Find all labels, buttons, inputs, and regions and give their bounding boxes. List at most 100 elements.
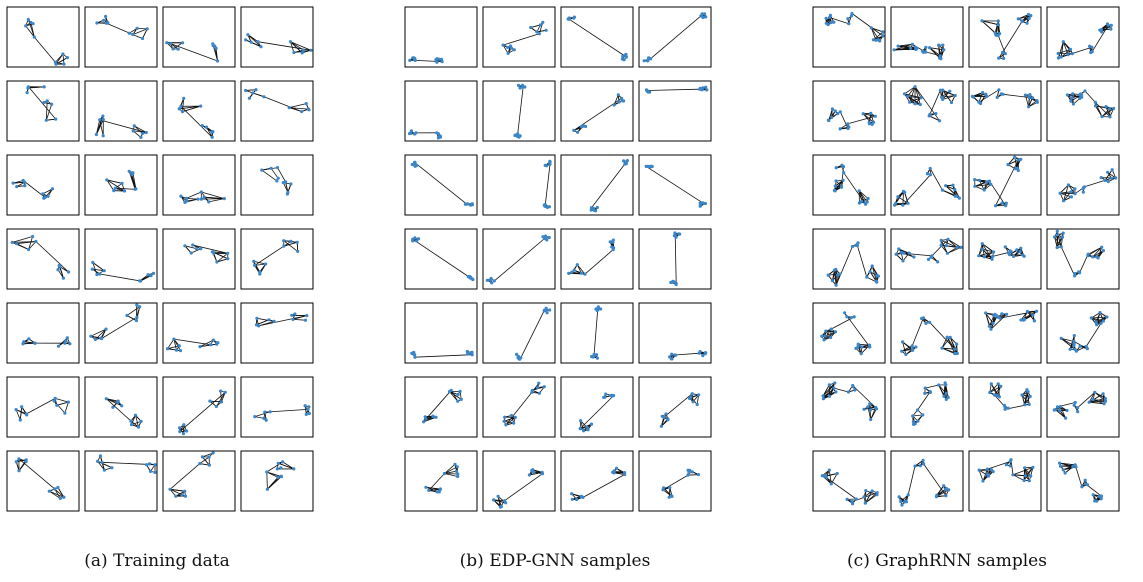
graph-cell <box>405 81 477 141</box>
graph-node <box>936 260 939 263</box>
graph-node <box>702 16 705 19</box>
graph-node <box>914 422 917 425</box>
graph-cell <box>969 229 1041 289</box>
graph-node <box>499 506 502 509</box>
graph-node <box>210 130 213 133</box>
graph-node <box>838 272 841 275</box>
graph-node <box>141 37 144 40</box>
graph-cell <box>561 303 633 363</box>
graph-node <box>829 336 832 339</box>
graph-node <box>201 124 204 127</box>
graph-node <box>455 470 458 473</box>
graph-node <box>983 255 986 258</box>
graph-node <box>902 252 905 255</box>
graph-node <box>56 268 59 271</box>
graph-node <box>1012 255 1015 258</box>
graph-node <box>568 16 571 19</box>
graph-node <box>414 165 417 168</box>
graph-node <box>439 487 442 490</box>
graph-node <box>1004 245 1007 248</box>
graph-node <box>990 468 993 471</box>
graph-node <box>894 202 897 205</box>
graph-node <box>924 387 927 390</box>
graph-node <box>1088 45 1091 48</box>
graph-node <box>862 408 865 411</box>
graph-node <box>1102 392 1105 395</box>
graph-node <box>596 206 599 209</box>
graph-node <box>1054 408 1057 411</box>
graph-node <box>137 425 140 428</box>
graph-node <box>1021 394 1024 397</box>
graph-node <box>998 317 1001 320</box>
graph-node <box>1035 99 1038 102</box>
graph-node <box>465 203 468 206</box>
graph-node <box>856 241 859 244</box>
graph-node <box>543 385 546 388</box>
graph-node <box>1083 89 1086 92</box>
graph-cell <box>813 303 885 363</box>
graph-node <box>1104 179 1107 182</box>
graph-node <box>868 122 871 125</box>
graph-node <box>1072 340 1075 343</box>
graph-node <box>853 315 856 318</box>
graph-cell <box>639 451 711 511</box>
graph-node <box>43 85 46 88</box>
graph-node <box>288 106 291 109</box>
graph-node <box>512 422 515 425</box>
graph-node <box>843 311 846 314</box>
graph-node <box>928 321 931 324</box>
graph-node <box>585 426 588 429</box>
graph-node <box>1028 479 1031 482</box>
graph-node <box>948 90 951 93</box>
graph-node <box>105 397 108 400</box>
graph-node <box>422 420 425 423</box>
graph-node <box>1033 319 1036 322</box>
graph-node <box>48 490 51 493</box>
graph-node <box>209 343 212 346</box>
cell-frame <box>483 81 555 141</box>
graph-node <box>548 163 551 166</box>
graph-node <box>54 63 57 66</box>
graph-node <box>136 27 139 30</box>
graph-node <box>309 49 312 52</box>
graph-node <box>308 412 311 415</box>
graph-node <box>834 390 837 393</box>
graph-cell <box>891 81 963 141</box>
graph-node <box>424 415 427 418</box>
cell-frame <box>813 303 885 363</box>
graph-node <box>145 131 148 134</box>
graph-node <box>1013 156 1016 159</box>
cell-frame <box>7 229 79 289</box>
graph-node <box>571 498 574 501</box>
graph-node <box>277 177 280 180</box>
graph-node <box>921 49 924 52</box>
graph-node <box>105 178 108 181</box>
graph-node <box>541 471 544 474</box>
graph-node <box>978 179 981 182</box>
graph-cell <box>241 451 313 511</box>
graph-node <box>834 185 837 188</box>
graph-node <box>822 394 825 397</box>
graph-node <box>103 269 106 272</box>
graph-node <box>687 469 690 472</box>
graph-node <box>1053 235 1056 238</box>
graph-node <box>20 405 23 408</box>
cell-frame <box>405 451 477 511</box>
graph-node <box>686 474 689 477</box>
graph-node <box>56 486 59 489</box>
graph-node <box>937 44 940 47</box>
graph-node <box>22 179 25 182</box>
graph-node <box>543 204 546 207</box>
graph-node <box>992 250 995 253</box>
graph-node <box>1009 458 1012 461</box>
graph-node <box>178 344 181 347</box>
graph-node <box>497 495 500 498</box>
graph-node <box>129 420 132 423</box>
graph-node <box>675 282 678 285</box>
graph-node <box>31 235 34 238</box>
cell-frame <box>1047 81 1119 141</box>
graph-node <box>572 129 575 132</box>
graph-node <box>200 198 203 201</box>
cell-frame <box>891 303 963 363</box>
